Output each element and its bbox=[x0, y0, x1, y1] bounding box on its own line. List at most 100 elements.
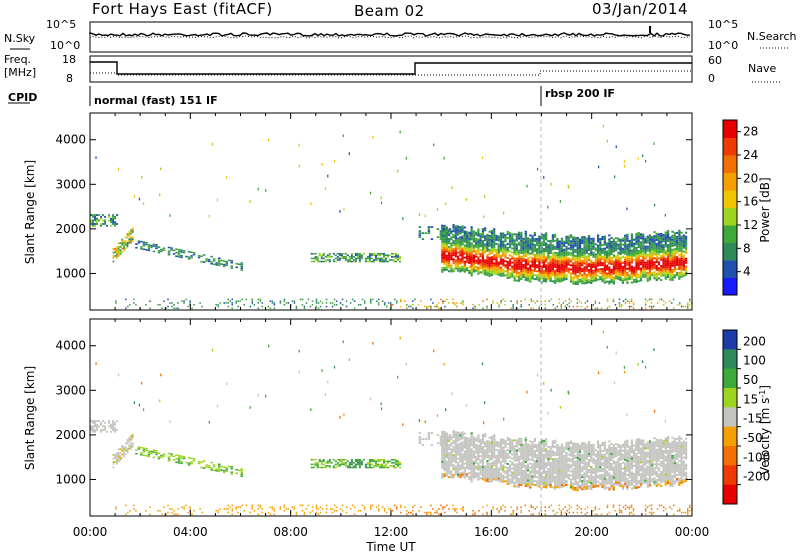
power-cell bbox=[540, 273, 543, 276]
power-cell bbox=[456, 239, 460, 242]
power-cell bbox=[556, 305, 559, 308]
power-cell bbox=[447, 252, 451, 255]
power-cell bbox=[678, 229, 681, 232]
power-cell bbox=[662, 246, 665, 249]
velocity-cell bbox=[642, 475, 645, 478]
power-cell bbox=[488, 258, 491, 261]
power-cell bbox=[648, 270, 652, 273]
power-cell bbox=[626, 261, 629, 264]
power-cell bbox=[581, 280, 584, 283]
power-cell bbox=[524, 266, 527, 269]
power-cell bbox=[576, 252, 579, 256]
power-cell bbox=[335, 300, 338, 302]
power-cell bbox=[630, 255, 634, 258]
power-cell bbox=[542, 253, 546, 256]
power-cell bbox=[465, 255, 469, 258]
power-cell bbox=[637, 274, 640, 277]
power-cell bbox=[618, 302, 621, 304]
velocity-cell bbox=[535, 466, 539, 469]
power-cell bbox=[192, 252, 196, 254]
velocity-cell bbox=[461, 445, 464, 448]
velocity-cell bbox=[502, 458, 505, 461]
power-cell bbox=[680, 253, 683, 256]
velocity-cell bbox=[504, 466, 507, 469]
velocity-cell bbox=[603, 441, 606, 444]
power-cell bbox=[454, 229, 457, 232]
power-cell bbox=[447, 266, 451, 269]
power-cell bbox=[479, 245, 482, 248]
power-cell bbox=[495, 254, 498, 257]
power-cell bbox=[531, 249, 534, 252]
velocity-cell bbox=[614, 477, 618, 480]
power-cell bbox=[522, 251, 525, 254]
power-cell bbox=[610, 275, 613, 278]
power-cell bbox=[157, 249, 161, 252]
velocity-cell bbox=[520, 471, 523, 474]
velocity-cell bbox=[497, 475, 500, 478]
velocity-cell bbox=[441, 444, 444, 447]
velocity-cell bbox=[526, 457, 530, 460]
velocity-cell bbox=[459, 444, 462, 447]
velocity-cell bbox=[617, 467, 620, 470]
power-cell bbox=[488, 256, 491, 259]
velocity-cell bbox=[484, 469, 487, 472]
power-cell bbox=[608, 256, 611, 259]
velocity-cell bbox=[621, 445, 625, 448]
power-cell bbox=[475, 253, 478, 256]
power-cell bbox=[646, 259, 649, 262]
power-cell bbox=[603, 263, 606, 266]
power-cell bbox=[493, 268, 496, 271]
velocity-cell bbox=[558, 482, 561, 485]
velocity-cell bbox=[617, 461, 620, 464]
power-cell bbox=[495, 252, 498, 255]
power-cell bbox=[121, 240, 124, 243]
power-cell bbox=[608, 262, 611, 265]
power-cell bbox=[657, 257, 661, 260]
velocity-cell bbox=[526, 479, 530, 482]
power-cell bbox=[617, 247, 620, 250]
power-cell bbox=[648, 234, 652, 237]
velocity-cell bbox=[628, 473, 631, 476]
power-cell bbox=[468, 231, 471, 234]
power-cell bbox=[486, 236, 489, 239]
power-cell bbox=[217, 259, 221, 261]
power-cell bbox=[642, 257, 645, 260]
power-cell bbox=[648, 298, 651, 301]
power-cell bbox=[612, 268, 615, 271]
velocity-cell bbox=[599, 464, 602, 467]
velocity-cell bbox=[642, 445, 645, 448]
velocity-cell bbox=[639, 439, 643, 442]
velocity-cell bbox=[459, 448, 462, 451]
velocity-cell bbox=[642, 439, 645, 442]
power-cell bbox=[648, 260, 652, 263]
velocity-cell bbox=[511, 477, 514, 480]
power-cell bbox=[540, 237, 543, 240]
power-cell bbox=[635, 277, 638, 280]
velocity-cell bbox=[603, 445, 606, 448]
power-cell bbox=[516, 302, 518, 304]
power-cell bbox=[655, 258, 658, 261]
power-cell bbox=[117, 253, 120, 255]
power-cell bbox=[354, 259, 357, 261]
velocity-cell bbox=[549, 469, 552, 472]
power-cell bbox=[121, 238, 124, 241]
power-cell bbox=[531, 275, 534, 278]
velocity-cell bbox=[526, 447, 530, 450]
power-cell bbox=[594, 273, 597, 276]
velocity-cell bbox=[653, 477, 656, 480]
power-cell bbox=[603, 237, 606, 240]
power-cell bbox=[366, 256, 369, 258]
power-cell bbox=[395, 254, 398, 257]
power-cell bbox=[490, 274, 494, 277]
power-cell bbox=[657, 243, 661, 246]
velocity-cell bbox=[463, 436, 466, 439]
velocity-cell bbox=[545, 438, 548, 441]
power-cell bbox=[673, 242, 676, 245]
velocity-cell bbox=[470, 440, 473, 443]
power-cell bbox=[484, 251, 487, 254]
velocity-cell bbox=[563, 448, 566, 451]
velocity-cell bbox=[443, 448, 446, 451]
power-cell bbox=[567, 251, 570, 254]
velocity-cell bbox=[637, 480, 640, 483]
power-cell bbox=[517, 259, 521, 262]
